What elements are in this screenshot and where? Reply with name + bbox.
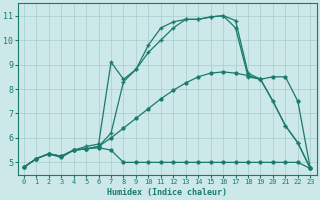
- X-axis label: Humidex (Indice chaleur): Humidex (Indice chaleur): [107, 188, 227, 197]
